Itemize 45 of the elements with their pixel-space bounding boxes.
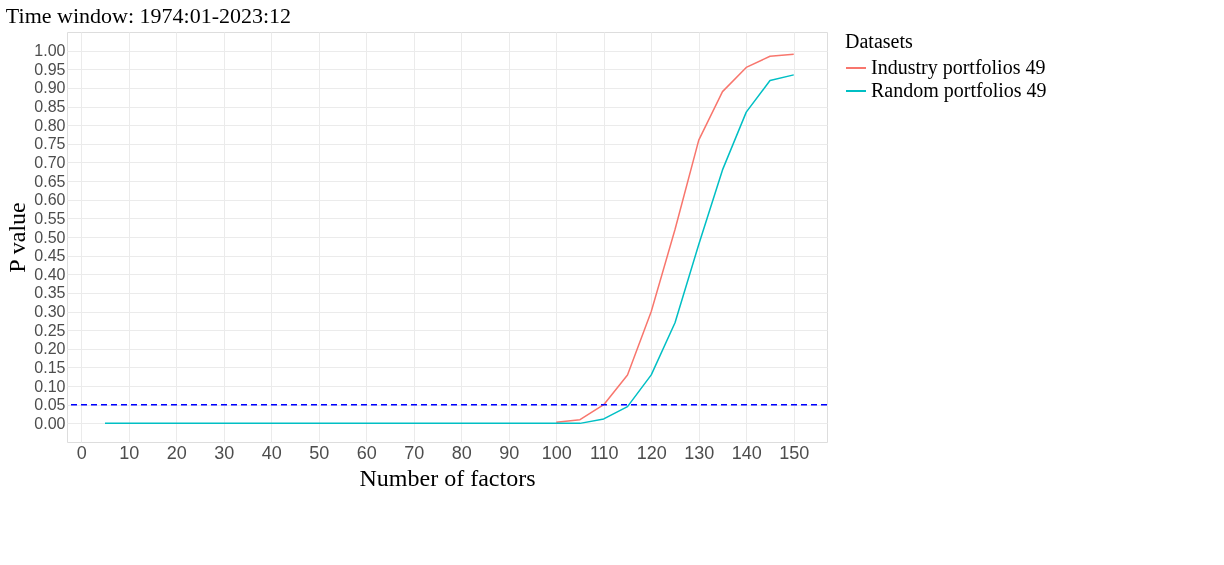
y-tick-label: 0.70 xyxy=(34,153,66,171)
y-tick-label: 0.30 xyxy=(34,303,66,321)
y-tick-label: 0.75 xyxy=(34,135,66,153)
x-tick-label: 30 xyxy=(214,442,235,463)
x-tick-label: 90 xyxy=(499,442,520,463)
legend-title: Datasets xyxy=(845,30,913,52)
line-series xyxy=(555,53,795,423)
y-tick-label: 0.60 xyxy=(34,191,66,209)
y-tick-label: 0.40 xyxy=(34,265,66,283)
y-tick-label: 0.20 xyxy=(34,340,66,358)
x-tick-label: 50 xyxy=(309,442,330,463)
y-tick-label: 1.00 xyxy=(34,42,66,60)
y-tick-label: 0.90 xyxy=(34,79,66,97)
y-tick-label: 0.35 xyxy=(34,284,66,302)
legend-label: Industry portfolios 49 xyxy=(871,56,1046,79)
y-tick-label: 0.55 xyxy=(34,209,66,227)
y-tick-label: 0.85 xyxy=(34,98,66,116)
x-tick-label: 20 xyxy=(166,442,187,463)
y-tick-label: 0.80 xyxy=(34,116,66,134)
x-tick-label: 100 xyxy=(541,442,572,463)
y-axis-title: P value xyxy=(4,202,31,273)
y-tick-label: 0.50 xyxy=(34,228,66,246)
x-tick-label: 140 xyxy=(731,442,762,463)
y-tick-label: 0.95 xyxy=(34,60,66,78)
x-tick-label: 110 xyxy=(589,442,619,463)
x-tick-label: 0 xyxy=(76,442,87,463)
y-tick-label: 0.25 xyxy=(34,321,66,339)
x-tick-label: 130 xyxy=(684,442,715,463)
y-tick-label: 0.45 xyxy=(34,247,66,265)
x-tick-label: 150 xyxy=(779,442,810,463)
chart-title: Time window: 1974:01-2023:12 xyxy=(5,3,292,28)
y-tick-label: 0.05 xyxy=(34,396,66,414)
x-axis-title: Number of factors xyxy=(359,464,536,491)
x-tick-label: 120 xyxy=(636,442,667,463)
x-tick-label: 10 xyxy=(119,442,140,463)
x-tick-label: 60 xyxy=(356,442,377,463)
x-tick-label: 40 xyxy=(261,442,282,463)
legend-label: Random portfolios 49 xyxy=(871,79,1047,102)
y-tick-label: 0.10 xyxy=(34,377,66,395)
x-tick-label: 70 xyxy=(404,442,425,463)
x-tick-label: 80 xyxy=(451,442,472,463)
y-tick-label: 0.15 xyxy=(34,358,66,376)
y-tick-label: 0.00 xyxy=(34,414,66,432)
line-series xyxy=(104,74,795,425)
y-tick-label: 0.65 xyxy=(34,172,66,190)
